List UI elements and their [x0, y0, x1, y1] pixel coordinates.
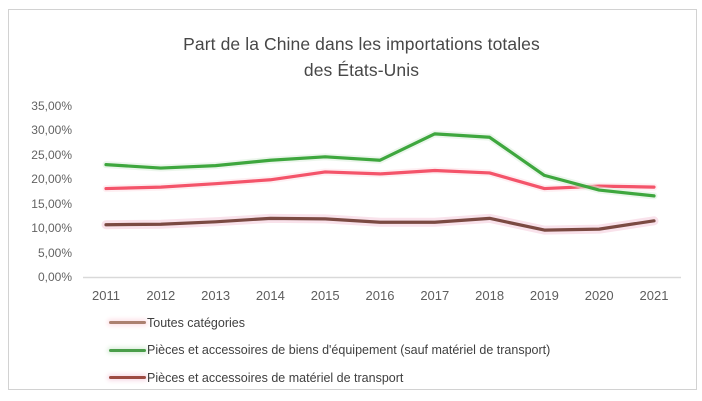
legend-marker-icon: [109, 321, 146, 324]
chart-title: Part de la Chine dans les importations t…: [17, 31, 702, 83]
x-tick-label: 2013: [201, 288, 231, 303]
y-tick-label: 10,00%: [31, 221, 72, 236]
series-line-0: [104, 168, 656, 191]
y-tick-label: 25,00%: [31, 147, 72, 162]
x-tick-label: 2011: [92, 288, 120, 303]
x-tick-label: 2018: [475, 288, 505, 303]
series-line-1: [104, 132, 656, 198]
x-tick-label: 2021: [639, 288, 669, 303]
series-line-2: [104, 216, 656, 232]
y-tick-label: 35,00%: [31, 99, 72, 113]
legend-item-2: Pièces et accessoires de matériel de tra…: [109, 368, 550, 387]
chart-card: Part de la Chine dans les importations t…: [8, 9, 697, 390]
legend-item-0: Toutes catégories: [109, 313, 550, 332]
x-tick-label: 2015: [310, 288, 340, 303]
x-tick-label: 2014: [255, 288, 285, 303]
legend-marker-icon: [109, 376, 146, 379]
legend-label: Toutes catégories: [147, 315, 245, 330]
legend-item-1: Pièces et accessoires de biens d'équipem…: [109, 341, 550, 360]
chart-title-line1: Part de la Chine dans les importations t…: [183, 34, 540, 54]
chart-plot-area: [83, 130, 681, 279]
y-tick-label: 5,00%: [37, 245, 72, 260]
chart-title-line2: des États-Unis: [303, 60, 420, 80]
chart-legend: Toutes catégories Pièces et accessoires d…: [109, 313, 550, 396]
x-tick-label: 2019: [529, 288, 559, 303]
y-tick-label: 0,00%: [37, 270, 72, 284]
legend-label: Pièces et accessoires de biens d'équipem…: [147, 343, 551, 357]
legend-label: Pièces et accessoires de matériel de tra…: [147, 370, 404, 385]
y-tick-label: 20,00%: [31, 172, 72, 187]
y-tick-label: 15,00%: [31, 196, 72, 211]
x-tick-label: 2020: [584, 288, 614, 303]
legend-marker-icon: [109, 348, 146, 352]
y-tick-label: 30,00%: [31, 123, 72, 138]
x-tick-label: 2016: [365, 288, 395, 303]
x-tick-label: 2012: [146, 288, 176, 303]
x-tick-label: 2017: [420, 288, 450, 303]
